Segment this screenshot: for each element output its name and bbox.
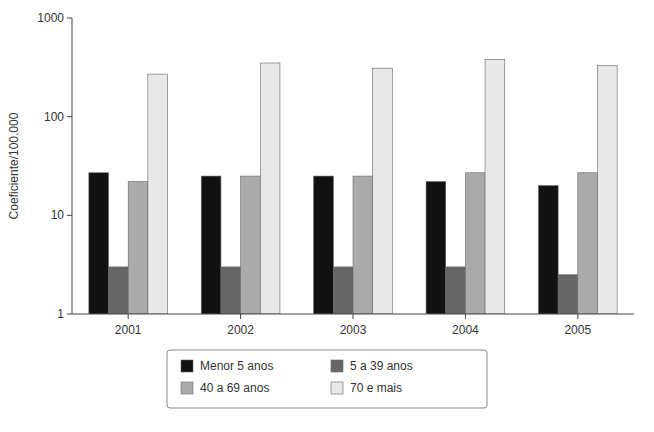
x-tick-label: 2003: [340, 323, 367, 337]
bar: [89, 173, 109, 314]
bar: [314, 176, 334, 314]
legend-swatch: [181, 382, 193, 394]
bar: [221, 267, 241, 314]
x-tick: [128, 314, 129, 319]
x-tick-label: 2005: [564, 323, 591, 337]
y-tick: [67, 116, 72, 117]
bar: [465, 173, 485, 314]
legend-swatch: [331, 382, 343, 394]
bar: [426, 182, 446, 314]
y-axis-label: Coeficiente/100.000: [7, 112, 21, 219]
y-tick-label: 1: [57, 307, 64, 321]
x-tick: [577, 314, 578, 319]
x-tick-label: 2001: [115, 323, 142, 337]
chart-container: 1 10 100 1000 2001 2002 2003 2004 2005 Coeficient…: [0, 0, 654, 432]
y-tick: [67, 314, 72, 315]
x-tick: [240, 314, 241, 319]
bar: [373, 68, 393, 314]
legend-label: 70 e mais: [350, 381, 402, 395]
bar: [558, 275, 578, 314]
bar: [109, 267, 129, 314]
bar: [353, 176, 373, 314]
y-tick: [67, 18, 72, 19]
x-tick: [353, 314, 354, 319]
y-tick: [67, 215, 72, 216]
x-tick: [465, 314, 466, 319]
bars: [89, 59, 617, 314]
bar: [578, 173, 598, 314]
bar: [538, 186, 558, 314]
legend-frame: [167, 350, 487, 408]
bar: [128, 182, 148, 314]
bar: [597, 66, 617, 314]
y-tick-label: 10: [51, 208, 65, 222]
y-tick-label: 100: [44, 110, 64, 124]
bar: [241, 176, 261, 314]
bar: [148, 74, 168, 314]
x-tick-label: 2002: [227, 323, 254, 337]
bar: [333, 267, 353, 314]
legend-swatch: [181, 360, 193, 372]
legend-label: 5 a 39 anos: [350, 359, 413, 373]
legend-swatch: [331, 360, 343, 372]
y-axis-line: [72, 18, 73, 314]
legend-label: 40 a 69 anos: [200, 381, 269, 395]
bar: [260, 63, 280, 314]
legend-label: Menor 5 anos: [200, 359, 273, 373]
legend: Menor 5 anos 5 a 39 anos 40 a 69 anos 70 e …: [167, 350, 487, 408]
chart-svg: 1 10 100 1000 2001 2002 2003 2004 2005 Coeficient…: [0, 0, 654, 432]
x-tick-label: 2004: [452, 323, 479, 337]
y-tick-label: 1000: [37, 11, 64, 25]
bar: [485, 59, 505, 314]
bar: [446, 267, 466, 314]
bar: [201, 176, 221, 314]
